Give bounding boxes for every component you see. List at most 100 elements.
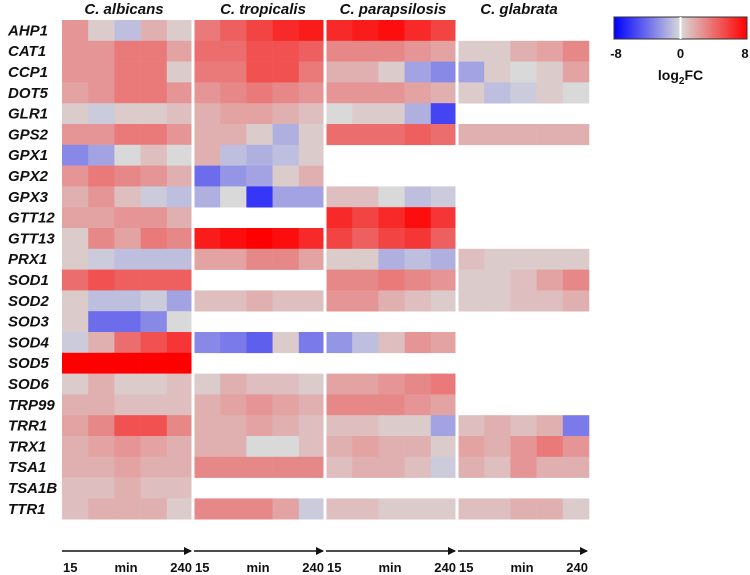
heat-cell bbox=[62, 311, 89, 332]
heat-cell bbox=[299, 20, 326, 41]
heat-cell bbox=[62, 290, 89, 311]
heat-cell bbox=[378, 270, 405, 291]
heat-cell bbox=[141, 186, 168, 207]
heat-cell bbox=[246, 186, 273, 207]
heat-cell bbox=[114, 41, 140, 62]
heat-cell bbox=[167, 41, 194, 62]
heat-cell bbox=[563, 62, 590, 83]
heat-cell bbox=[405, 457, 432, 478]
heat-cell bbox=[246, 62, 273, 83]
heat-cell bbox=[114, 457, 140, 478]
heat-cell bbox=[510, 270, 537, 291]
heat-cell bbox=[141, 228, 168, 249]
heat-cell bbox=[220, 249, 247, 270]
gene-label-gpx2: GPX2 bbox=[8, 168, 49, 185]
heat-cell bbox=[299, 394, 326, 415]
heat-cell bbox=[220, 498, 247, 519]
panel-separator bbox=[456, 20, 459, 519]
heat-cell bbox=[563, 415, 590, 436]
heat-cell bbox=[378, 207, 405, 228]
heat-cell bbox=[114, 20, 140, 41]
heat-cell bbox=[194, 457, 221, 478]
heat-cell bbox=[194, 41, 221, 62]
heat-cell bbox=[405, 249, 432, 270]
heat-cell bbox=[194, 228, 221, 249]
time-start-label: 15 bbox=[327, 560, 341, 575]
heat-cell bbox=[299, 62, 326, 83]
heat-cell bbox=[352, 457, 379, 478]
heat-cell bbox=[88, 498, 115, 519]
heat-cell bbox=[484, 41, 511, 62]
heat-cell bbox=[537, 62, 564, 83]
heat-cell bbox=[352, 415, 379, 436]
heat-cell bbox=[299, 498, 326, 519]
gene-label-gpx1: GPX1 bbox=[8, 147, 48, 164]
heat-cell bbox=[220, 62, 247, 83]
heat-cell bbox=[458, 82, 485, 103]
heat-cell bbox=[431, 20, 458, 41]
heat-cell bbox=[431, 103, 458, 124]
heat-cell bbox=[352, 290, 379, 311]
heat-cell bbox=[537, 270, 564, 291]
gene-label-gtt12: GTT12 bbox=[8, 210, 55, 227]
heat-cell bbox=[62, 436, 89, 457]
heat-cell bbox=[141, 82, 168, 103]
heat-cell bbox=[299, 290, 326, 311]
heat-cell bbox=[167, 249, 194, 270]
heat-cell bbox=[246, 290, 273, 311]
heat-cell bbox=[220, 103, 247, 124]
heat-cell bbox=[194, 62, 221, 83]
heat-cell bbox=[326, 207, 353, 228]
heat-cell bbox=[537, 82, 564, 103]
heat-cell bbox=[167, 124, 194, 145]
heat-cell bbox=[246, 436, 273, 457]
heat-cell bbox=[458, 41, 485, 62]
heat-cell bbox=[246, 82, 273, 103]
heat-cell bbox=[273, 20, 300, 41]
heat-cell bbox=[246, 394, 273, 415]
heat-cell bbox=[326, 124, 353, 145]
heat-cell bbox=[273, 124, 300, 145]
gene-label-ccp1: CCP1 bbox=[8, 64, 48, 81]
heat-cell bbox=[246, 41, 273, 62]
heat-cell bbox=[194, 498, 221, 519]
heat-cell bbox=[405, 62, 432, 83]
heat-cell bbox=[220, 166, 247, 187]
time-axis-group: 15 min 240 15 min 240 15 min 240 15 min 240 bbox=[62, 551, 588, 575]
heat-cell bbox=[88, 394, 115, 415]
heat-cell bbox=[326, 457, 353, 478]
heat-cell bbox=[273, 103, 300, 124]
heat-cell bbox=[88, 353, 115, 374]
heat-cell bbox=[194, 82, 221, 103]
heat-cell bbox=[431, 82, 458, 103]
species-title-c-parapsilosis: C. parapsilosis bbox=[340, 1, 447, 18]
heat-cell bbox=[167, 457, 194, 478]
heat-cell bbox=[326, 498, 353, 519]
heat-cell bbox=[537, 498, 564, 519]
heat-cell bbox=[114, 207, 140, 228]
heat-cell bbox=[431, 374, 458, 395]
heat-cell bbox=[114, 62, 140, 83]
heat-cell bbox=[510, 457, 537, 478]
heat-cell bbox=[431, 498, 458, 519]
heat-cell bbox=[88, 249, 115, 270]
heat-cell bbox=[246, 332, 273, 353]
heat-cell bbox=[378, 103, 405, 124]
heat-cell bbox=[378, 41, 405, 62]
heat-cell bbox=[141, 457, 168, 478]
heat-cell bbox=[405, 82, 432, 103]
species-title-c-glabrata: C. glabrata bbox=[480, 1, 558, 18]
heat-cell bbox=[405, 228, 432, 249]
heat-cell bbox=[167, 436, 194, 457]
heat-cell bbox=[167, 415, 194, 436]
heat-cell bbox=[246, 249, 273, 270]
heat-cell bbox=[510, 436, 537, 457]
heat-cell bbox=[378, 394, 405, 415]
gene-label-prx1: PRX1 bbox=[8, 251, 47, 268]
heat-cell bbox=[458, 124, 485, 145]
heat-cell bbox=[62, 498, 89, 519]
gene-label-ahp1: AHP1 bbox=[7, 22, 48, 39]
gene-label-tsa1: TSA1 bbox=[8, 459, 46, 476]
heat-cell bbox=[88, 228, 115, 249]
heat-cell bbox=[326, 374, 353, 395]
